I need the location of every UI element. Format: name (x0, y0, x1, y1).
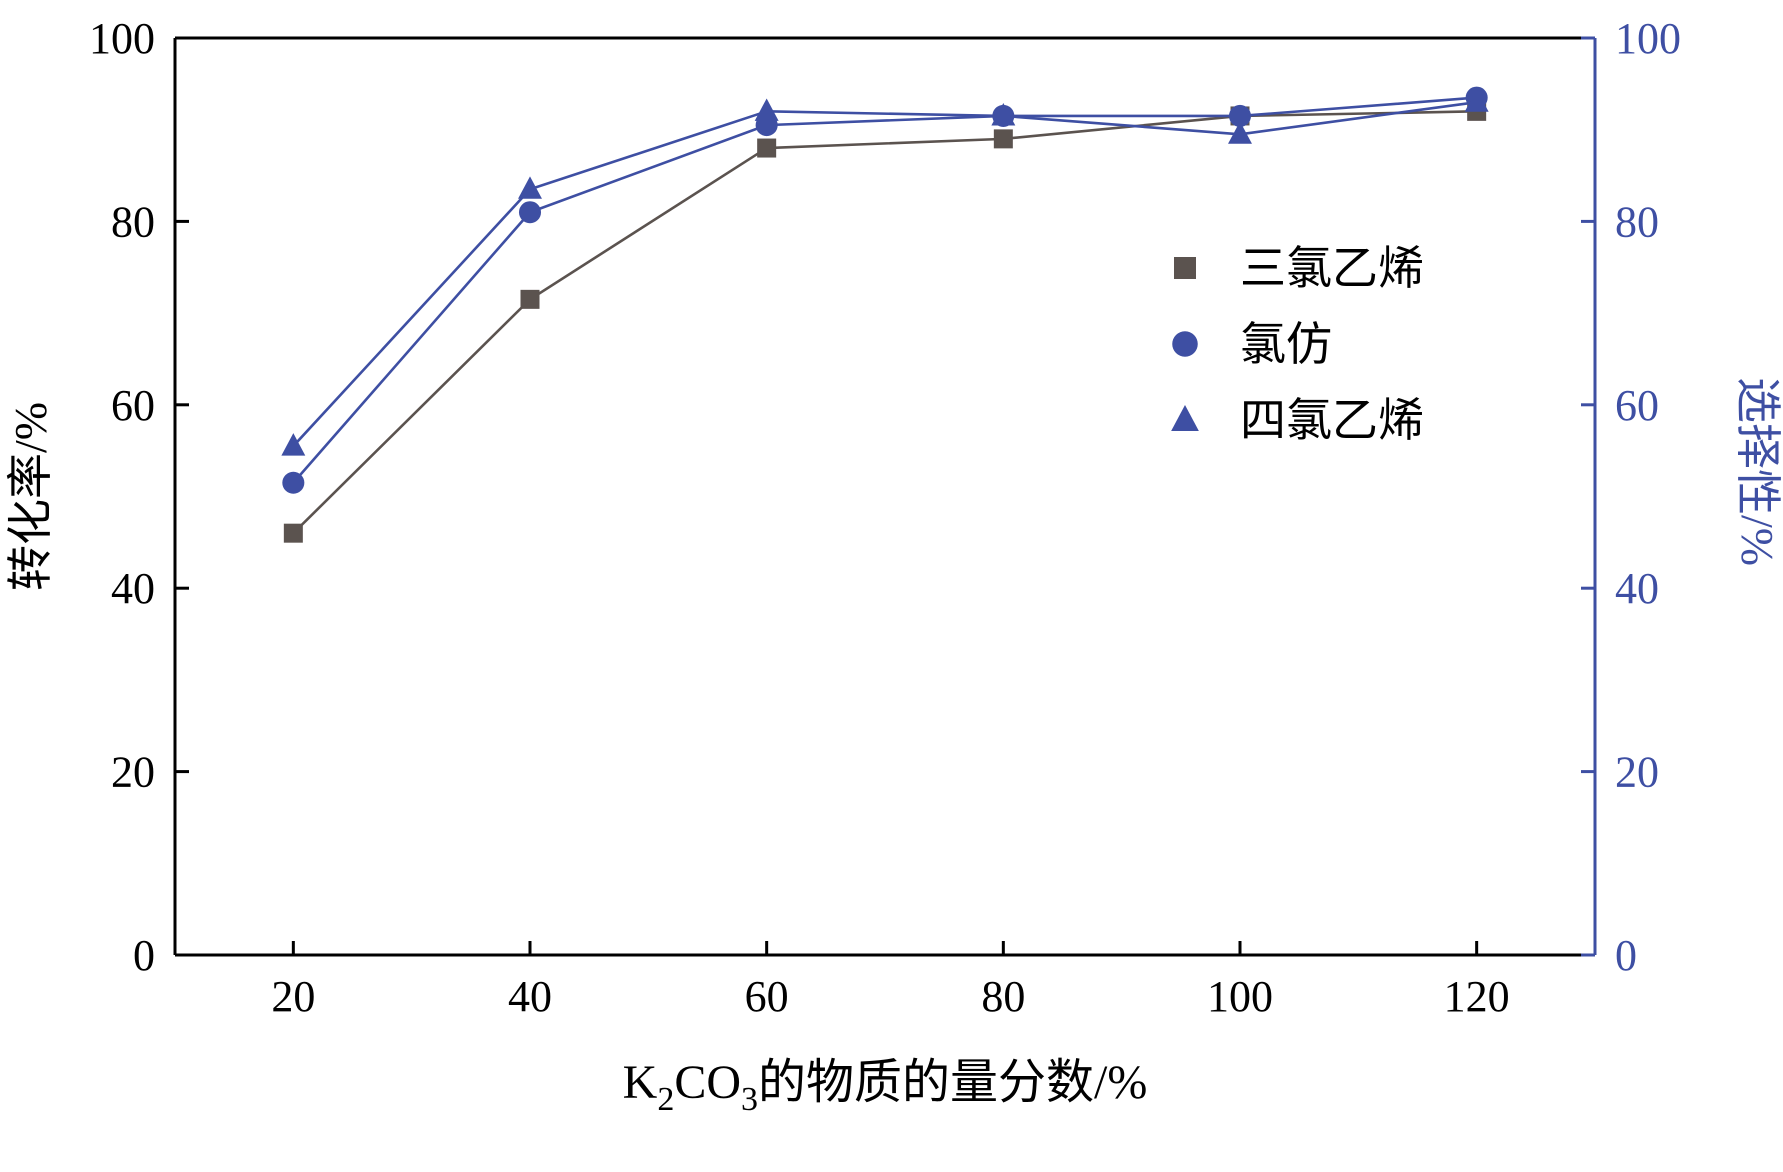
legend-label: 三氯乙烯 (1240, 243, 1424, 294)
series-0-point (520, 289, 540, 309)
x-tick-label: 80 (981, 972, 1025, 1021)
series-2-point (754, 98, 779, 121)
series-0-point (283, 523, 303, 543)
series-2-point (991, 103, 1016, 126)
legend-label: 四氯乙烯 (1240, 395, 1424, 446)
plot-frame (173, 36, 1597, 957)
right-tick-label: 100 (1615, 14, 1681, 63)
right-tick-label: 0 (1615, 931, 1637, 980)
series-2-line (292, 100, 1477, 447)
series-2 (281, 89, 1489, 456)
series-0-point (757, 138, 777, 158)
left-tick-label: 100 (89, 14, 155, 63)
series-1-line (292, 96, 1477, 484)
x-tick-label: 100 (1207, 972, 1273, 1021)
left-tick-group: 0 20 40 60 80 100 (89, 14, 189, 980)
bottom-tick-group: 20 40 60 80 100 120 (271, 941, 1510, 1021)
right-tick-label: 60 (1615, 381, 1659, 430)
series-2-point (518, 176, 542, 199)
legend-marker-square (1174, 257, 1196, 279)
left-tick-label: 0 (133, 931, 155, 980)
x-axis-label: K2CO3的物质的量分数/% (623, 1056, 1148, 1118)
series-0-point (993, 129, 1013, 149)
left-tick-label: 20 (111, 748, 155, 797)
series-2-point (1228, 121, 1252, 144)
right-tick-label: 40 (1615, 564, 1659, 613)
series-0-line (292, 110, 1477, 535)
y-axis-label-left: 转化率/% (5, 402, 56, 591)
x-tick-label: 60 (745, 972, 789, 1021)
series-2-point (1464, 89, 1489, 112)
series-1-point (518, 201, 542, 224)
series-2-point (281, 433, 306, 456)
x-tick-label: 40 (508, 972, 552, 1021)
legend-item: 三氯乙烯 (1174, 243, 1424, 294)
legend-marker-circle (1172, 331, 1198, 357)
legend-item: 四氯乙烯 (1171, 395, 1424, 446)
x-tick-label: 20 (271, 972, 315, 1021)
y-axis-label-right: 选择性/% (1732, 377, 1783, 566)
right-tick-label: 80 (1615, 197, 1659, 246)
legend-marker-triangle (1171, 405, 1199, 431)
left-tick-label: 60 (111, 381, 155, 430)
left-tick-label: 80 (111, 197, 155, 246)
x-tick-label: 120 (1444, 972, 1510, 1021)
right-tick-label: 20 (1615, 748, 1659, 797)
legend-item: 氯仿 (1172, 319, 1332, 370)
right-tick-group: 0 20 40 60 80 100 (1581, 14, 1681, 980)
series-1-point (282, 471, 305, 494)
series-1-point (1228, 104, 1252, 127)
left-tick-label: 40 (111, 564, 155, 613)
legend-label: 氯仿 (1240, 319, 1332, 370)
